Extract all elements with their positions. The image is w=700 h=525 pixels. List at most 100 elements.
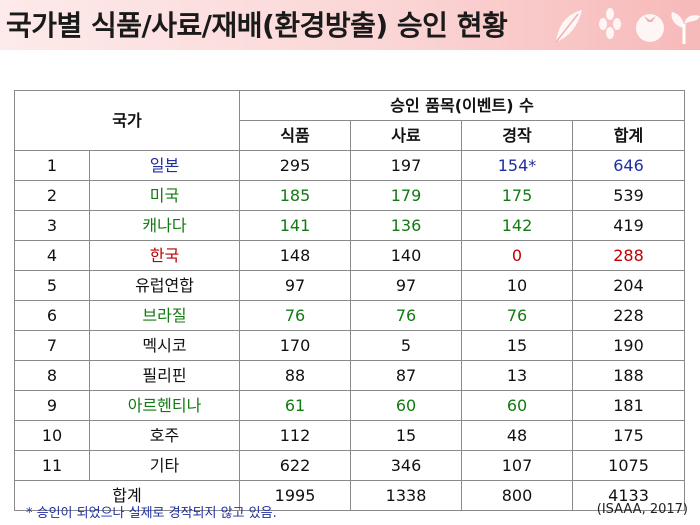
- food-count: 185: [239, 180, 352, 211]
- food-count: 97: [239, 270, 352, 301]
- footnote: * 승인이 되었으나 실제로 경작되지 않고 있음.: [26, 506, 277, 521]
- total-count: 419: [572, 210, 686, 241]
- total-count: 1075: [572, 450, 686, 481]
- food-count: 76: [239, 300, 352, 331]
- cultivation-count: 60: [461, 390, 574, 421]
- feed-count: 136: [350, 210, 463, 241]
- cultivation-count: 10: [461, 270, 574, 301]
- country-name: 한국: [88, 240, 241, 271]
- column-header-feed: 사료: [350, 120, 463, 151]
- row-number: 6: [14, 300, 90, 331]
- header-row-columns: 식품 사료 경작 합계: [15, 120, 686, 151]
- feed-count: 346: [350, 450, 463, 481]
- feed-count: 76: [350, 300, 463, 331]
- feed-total: 1338: [350, 480, 463, 511]
- feed-count: 5: [350, 330, 463, 361]
- country-header: 국가: [13, 90, 241, 151]
- table-row: 1 일본 295 197 154* 646: [14, 150, 686, 181]
- food-count: 622: [239, 450, 352, 481]
- food-count: 141: [239, 210, 352, 241]
- table-row: 3 캐나다 141 136 142 419: [14, 210, 686, 241]
- cultivation-count: 76: [461, 300, 574, 331]
- grain-icon: [599, 8, 621, 39]
- header-row-group: 국가 승인 품목(이벤트) 수: [13, 90, 686, 151]
- feed-count: 60: [350, 390, 463, 421]
- title-bar: 국가별 식품/사료/재배(환경방출) 승인 현황: [0, 0, 700, 50]
- feed-count: 197: [350, 150, 463, 181]
- cultivation-count: 0: [461, 240, 574, 271]
- row-number: 1: [14, 150, 90, 181]
- total-count: 204: [572, 270, 686, 301]
- cultivation-count: 175: [461, 180, 574, 211]
- row-number: 8: [14, 360, 90, 391]
- total-count: 175: [572, 420, 686, 451]
- country-name: 필리핀: [88, 360, 241, 391]
- cultivation-total: 800: [461, 480, 574, 511]
- country-name: 멕시코: [88, 330, 241, 361]
- feed-count: 140: [350, 240, 463, 271]
- row-number: 10: [14, 420, 90, 451]
- leaf-icon: [555, 10, 582, 43]
- table-row: 2 미국 185 179 175 539: [14, 180, 686, 211]
- country-name: 유럽연합: [88, 270, 241, 301]
- approval-table: 국가 승인 품목(이벤트) 수 식품 사료 경작 합계 1 일본 295 197…: [13, 90, 686, 511]
- country-name: 브라질: [88, 300, 241, 331]
- total-label: 합계: [13, 480, 241, 511]
- food-count: 88: [239, 360, 352, 391]
- feed-count: 97: [350, 270, 463, 301]
- table-row: 10 호주 112 15 48 175: [14, 420, 686, 451]
- country-name: 캐나다: [88, 210, 241, 241]
- cultivation-count: 48: [461, 420, 574, 451]
- tomato-icon: [636, 14, 664, 42]
- page-title: 국가별 식품/사료/재배(환경방출) 승인 현황: [6, 9, 508, 42]
- food-total: 1995: [239, 480, 352, 511]
- group-header: 승인 품목(이벤트) 수: [239, 90, 686, 121]
- cultivation-count: 107: [461, 450, 574, 481]
- row-number: 7: [14, 330, 90, 361]
- total-count: 539: [572, 180, 686, 211]
- country-name: 기타: [88, 450, 241, 481]
- column-header-cultivation: 경작: [461, 120, 574, 151]
- feed-count: 179: [350, 180, 463, 211]
- total-row: 합계 1995 1338 800 4133: [13, 480, 686, 511]
- total-count: 181: [572, 390, 686, 421]
- row-number: 2: [14, 180, 90, 211]
- total-count: 188: [572, 360, 686, 391]
- total-count: 228: [572, 300, 686, 331]
- table-row: 5 유럽연합 97 97 10 204: [14, 270, 686, 301]
- food-count: 148: [239, 240, 352, 271]
- cultivation-count: 142: [461, 210, 574, 241]
- country-name: 일본: [88, 150, 241, 181]
- row-number: 4: [14, 240, 90, 271]
- food-count: 170: [239, 330, 352, 361]
- cultivation-count: 154*: [461, 150, 574, 181]
- table-row: 8 필리핀 88 87 13 188: [14, 360, 686, 391]
- table-row: 9 아르헨티나 61 60 60 181: [14, 390, 686, 421]
- food-count: 112: [239, 420, 352, 451]
- country-name: 아르헨티나: [88, 390, 241, 421]
- grand-total: 4133: [572, 480, 686, 511]
- feed-count: 87: [350, 360, 463, 391]
- row-number: 3: [14, 210, 90, 241]
- source-citation: (ISAAA, 2017): [596, 502, 688, 517]
- total-count: 646: [572, 150, 686, 181]
- row-number: 11: [14, 450, 90, 481]
- column-header-total: 합계: [572, 120, 686, 151]
- country-name: 호주: [88, 420, 241, 451]
- country-name: 미국: [88, 180, 241, 211]
- total-count: 190: [572, 330, 686, 361]
- cultivation-count: 15: [461, 330, 574, 361]
- row-number: 5: [14, 270, 90, 301]
- feed-count: 15: [350, 420, 463, 451]
- table-row: 6 브라질 76 76 76 228: [14, 300, 686, 331]
- column-header-food: 식품: [239, 120, 352, 151]
- table-row: 11 기타 622 346 107 1075: [14, 450, 686, 481]
- table-row: 7 멕시코 170 5 15 190: [14, 330, 686, 361]
- sprout-icon: [671, 12, 700, 44]
- table-row: 4 한국 148 140 0 288: [14, 240, 686, 271]
- row-number: 9: [14, 390, 90, 421]
- food-count: 61: [239, 390, 352, 421]
- total-count: 288: [572, 240, 686, 271]
- cultivation-count: 13: [461, 360, 574, 391]
- food-count: 295: [239, 150, 352, 181]
